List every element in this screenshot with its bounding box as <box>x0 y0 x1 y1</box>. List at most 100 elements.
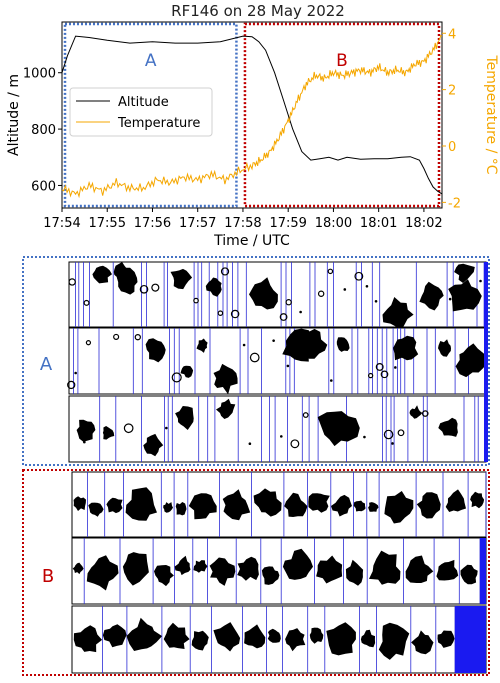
particle-image <box>380 370 389 379</box>
particle-image <box>213 363 238 395</box>
x-tick-label: 18:01 <box>360 216 397 231</box>
particle-image <box>261 566 280 585</box>
image-strip <box>68 327 487 395</box>
particle-image <box>343 288 347 291</box>
particle-image <box>85 340 92 346</box>
particle-image <box>436 559 459 581</box>
particle-image <box>282 548 313 580</box>
particle-image <box>139 284 149 294</box>
particle-image <box>383 429 394 440</box>
particle-image <box>267 628 281 643</box>
particle-panel-a: A <box>22 256 490 466</box>
panel-b-label: B <box>42 566 54 587</box>
particle-image <box>365 284 369 288</box>
particle-image <box>384 491 414 524</box>
particle-image <box>279 435 283 438</box>
strip-end-marker <box>480 538 486 604</box>
particle-image <box>67 380 76 390</box>
particle-image <box>113 262 127 282</box>
particle-image <box>113 333 120 340</box>
particle-image <box>336 337 350 352</box>
particle-image <box>125 487 157 521</box>
particle-image <box>272 339 275 342</box>
particle-image <box>106 497 123 514</box>
particle-image <box>448 297 452 301</box>
plot-frame <box>61 21 443 209</box>
particle-image <box>242 343 246 347</box>
particle-image <box>409 405 423 419</box>
strip-end-marker <box>484 262 488 462</box>
particle-panel-b: B <box>22 469 490 676</box>
strip-end-marker <box>455 606 486 673</box>
highlight-label-a: A <box>145 51 157 71</box>
particle-image <box>88 502 104 517</box>
particle-image <box>329 379 333 382</box>
y-left-tick-label: 800 <box>31 123 56 138</box>
particle-image <box>220 267 230 276</box>
particle-image <box>470 491 485 509</box>
particle-image <box>191 630 209 651</box>
particle-image <box>165 426 168 430</box>
particle-image <box>145 338 166 363</box>
particle-image <box>286 364 290 368</box>
particle-image <box>249 352 260 363</box>
x-tick-label: 17:55 <box>89 216 126 231</box>
particle-image <box>171 372 182 383</box>
legend-label-temperature: Temperature <box>117 116 200 131</box>
panel-a-frame <box>22 256 490 466</box>
particle-image <box>222 489 251 521</box>
particle-image <box>308 493 330 513</box>
legend-label-altitude: Altitude <box>118 95 169 110</box>
particle-image <box>455 343 487 378</box>
particle-image <box>154 565 174 587</box>
particle-image <box>175 502 187 516</box>
x-tick-label: 17:58 <box>224 216 261 231</box>
x-axis-label: Time / UTC <box>213 233 290 249</box>
y-left-tick-label: 600 <box>31 179 56 194</box>
x-tick-label: 18:00 <box>315 216 352 231</box>
line-chart: RF146 on 28 May 2022 A B 600 800 1000 -2 0 2 4… <box>6 2 499 249</box>
particle-image <box>369 550 401 585</box>
particle-image <box>405 555 434 583</box>
particle-image <box>317 411 360 447</box>
particle-image <box>230 309 240 319</box>
panel-b-frame <box>22 469 490 676</box>
particle-image <box>76 419 96 442</box>
x-tick-label: 17:54 <box>43 216 80 231</box>
y-right-tick-label: 4 <box>448 27 456 42</box>
particle-image <box>123 423 134 434</box>
particle-image <box>394 366 397 369</box>
particle-image <box>438 339 451 357</box>
particle-image <box>437 630 455 648</box>
particle-image <box>86 555 119 591</box>
particle-image <box>448 279 482 312</box>
legend: Altitude Temperature <box>69 87 213 137</box>
particle-image <box>411 630 434 655</box>
particle-image <box>163 502 173 513</box>
particle-image <box>102 624 127 648</box>
particle-image <box>354 271 364 281</box>
particle-image <box>174 555 191 576</box>
particle-image <box>151 283 160 292</box>
particle-image <box>205 277 222 297</box>
particle-image <box>209 557 236 586</box>
particle-image <box>382 297 414 331</box>
chart-title: RF146 on 28 May 2022 <box>171 2 345 20</box>
particle-image <box>391 442 394 445</box>
particle-image <box>237 556 259 581</box>
particle-image <box>374 299 378 303</box>
particle-image <box>279 313 288 321</box>
particle-image <box>316 555 343 584</box>
particle-image <box>302 412 309 418</box>
particle-image <box>92 265 112 284</box>
panel-a-label: A <box>40 354 53 375</box>
particle-image <box>378 622 410 660</box>
particle-image <box>438 417 458 437</box>
particle-image <box>360 629 376 648</box>
particle-image <box>282 328 314 362</box>
particle-image <box>393 335 419 361</box>
particle-image <box>143 433 164 457</box>
y-right-tick-label: -2 <box>448 196 461 211</box>
particle-image <box>345 559 364 586</box>
